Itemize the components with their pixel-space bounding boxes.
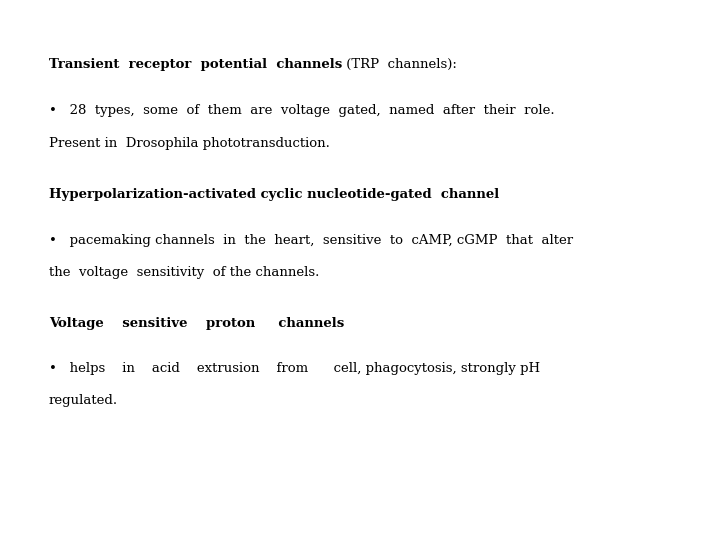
Text: •   28  types,  some  of  them  are  voltage  gated,  named  after  their  role.: • 28 types, some of them are voltage gat… [49, 104, 554, 117]
Text: •   helps    in    acid    extrusion    from      cell, phagocytosis, strongly p: • helps in acid extrusion from cell, pha… [49, 362, 540, 375]
Text: Transient  receptor  potential  channels: Transient receptor potential channels [49, 58, 342, 71]
Text: Voltage    sensitive    proton     channels: Voltage sensitive proton channels [49, 318, 344, 330]
Text: regulated.: regulated. [49, 394, 118, 407]
Text: (TRP  channels):: (TRP channels): [342, 58, 457, 71]
Text: the  voltage  sensitivity  of the channels.: the voltage sensitivity of the channels. [49, 266, 320, 279]
Text: Present in  Drosophila phototransduction.: Present in Drosophila phototransduction. [49, 137, 330, 150]
Text: •   pacemaking channels  in  the  heart,  sensitive  to  cAMP, cGMP  that  alter: • pacemaking channels in the heart, sens… [49, 234, 573, 247]
Text: Hyperpolarization-activated cyclic nucleotide-gated  channel: Hyperpolarization-activated cyclic nucle… [49, 188, 499, 201]
